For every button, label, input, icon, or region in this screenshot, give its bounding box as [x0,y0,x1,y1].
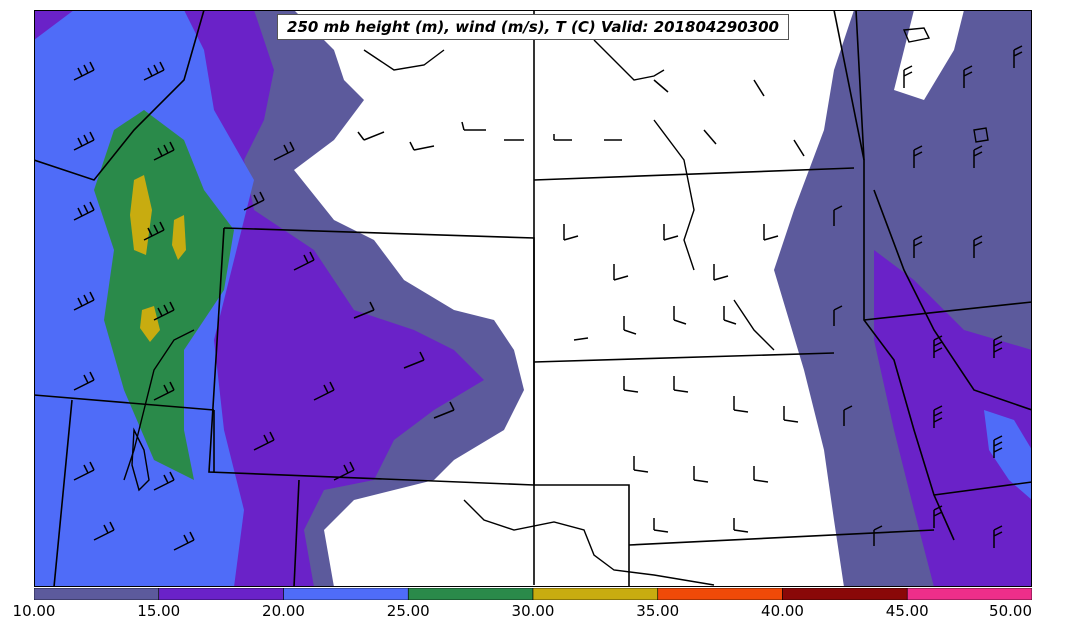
wind-fill-20-25-east [984,410,1032,500]
colorbar-tick-label: 45.00 [885,602,929,620]
colorbar-tick-label: 35.00 [636,602,680,620]
colorbar-tick-label: 30.00 [511,602,555,620]
colorbar-tick-label: 50.00 [989,602,1032,620]
colorbar-segment [34,588,160,600]
colorbar-segment [158,588,284,600]
colorbar-segment [906,588,1032,600]
wind-fill-15-20-east [874,250,1032,587]
colorbar-segment [532,588,659,600]
colorbar-segment [782,588,908,600]
wind-fill-30-35-b [172,215,186,260]
colorbar-segment [283,588,409,600]
wind-fill-30-35-c [140,306,160,342]
colorbar-tick-label: 15.00 [137,602,181,620]
colorbar-tick-label: 25.00 [386,602,430,620]
colorbar-segment [407,588,534,600]
map-border [34,10,1032,587]
colorbar-tick-label: 20.00 [262,602,305,620]
wind-fill-25-30-west [94,110,234,480]
wind-fill-30-35-a [130,175,152,255]
colorbar-tick-label: 40.00 [761,602,804,620]
colorbar-segment [657,588,783,600]
colorbar [34,588,1032,600]
rivers-lakes [123,27,989,586]
state-boundaries [34,10,1032,587]
map-title: 250 mb height (m), wind (m/s), T (C) Val… [277,14,789,40]
wind-barbs [73,45,1023,551]
wind-gap-white-ne [894,10,964,100]
colorbar-tick-label: 10.00 [12,602,56,620]
map-panel [34,10,1032,587]
